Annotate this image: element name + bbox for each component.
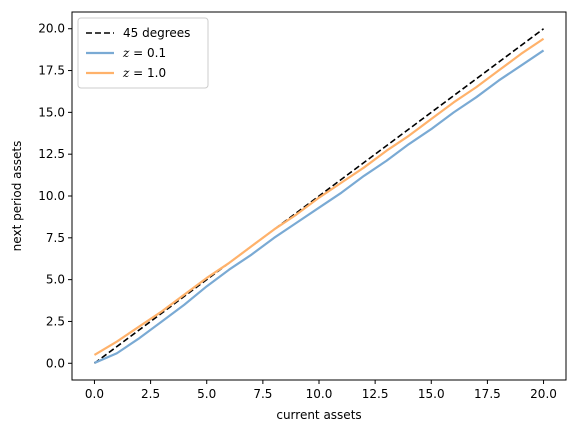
x-tick-label: 20.0 bbox=[530, 387, 557, 401]
y-tick-label: 2.5 bbox=[46, 314, 65, 328]
series-line-0 bbox=[93, 28, 545, 364]
series-line-1 bbox=[94, 49, 545, 364]
x-axis: 0.0 2.5 5.0 7.5 10.0 12.5 15.0 17.5 20.0 bbox=[85, 380, 557, 401]
series-line-2 bbox=[93, 37, 545, 356]
x-tick-label: 10.0 bbox=[306, 387, 333, 401]
x-tick-label: 12.5 bbox=[362, 387, 389, 401]
legend-label-1: z = 0.1 bbox=[122, 46, 166, 60]
x-tick-label: 15.0 bbox=[418, 387, 445, 401]
x-tick-label: 0.0 bbox=[85, 387, 104, 401]
x-tick-label: 17.5 bbox=[474, 387, 501, 401]
x-axis-label: current assets bbox=[276, 408, 361, 422]
y-tick-label: 17.5 bbox=[38, 64, 65, 78]
y-tick-label: 7.5 bbox=[46, 231, 65, 245]
y-tick-label: 10.0 bbox=[38, 189, 65, 203]
y-tick-label: 20.0 bbox=[38, 22, 65, 36]
legend: 45 degrees z = 0.1 z = 1.0 bbox=[77, 17, 209, 89]
y-tick-label: 12.5 bbox=[38, 147, 65, 161]
y-tick-label: 15.0 bbox=[38, 105, 65, 119]
y-axis: 0.0 2.5 5.0 7.5 10.0 12.5 15.0 17.5 20.0 bbox=[38, 22, 72, 370]
x-tick-label: 2.5 bbox=[141, 387, 160, 401]
x-tick-label: 5.0 bbox=[197, 387, 216, 401]
plot-area bbox=[93, 28, 545, 364]
legend-label-0: 45 degrees bbox=[123, 26, 190, 40]
y-axis-label: next period assets bbox=[10, 141, 24, 252]
y-tick-label: 0.0 bbox=[46, 356, 65, 370]
x-tick-label: 7.5 bbox=[253, 387, 272, 401]
legend-label-2: z = 1.0 bbox=[122, 66, 166, 80]
y-tick-label: 5.0 bbox=[46, 273, 65, 287]
legend-box bbox=[77, 17, 209, 89]
